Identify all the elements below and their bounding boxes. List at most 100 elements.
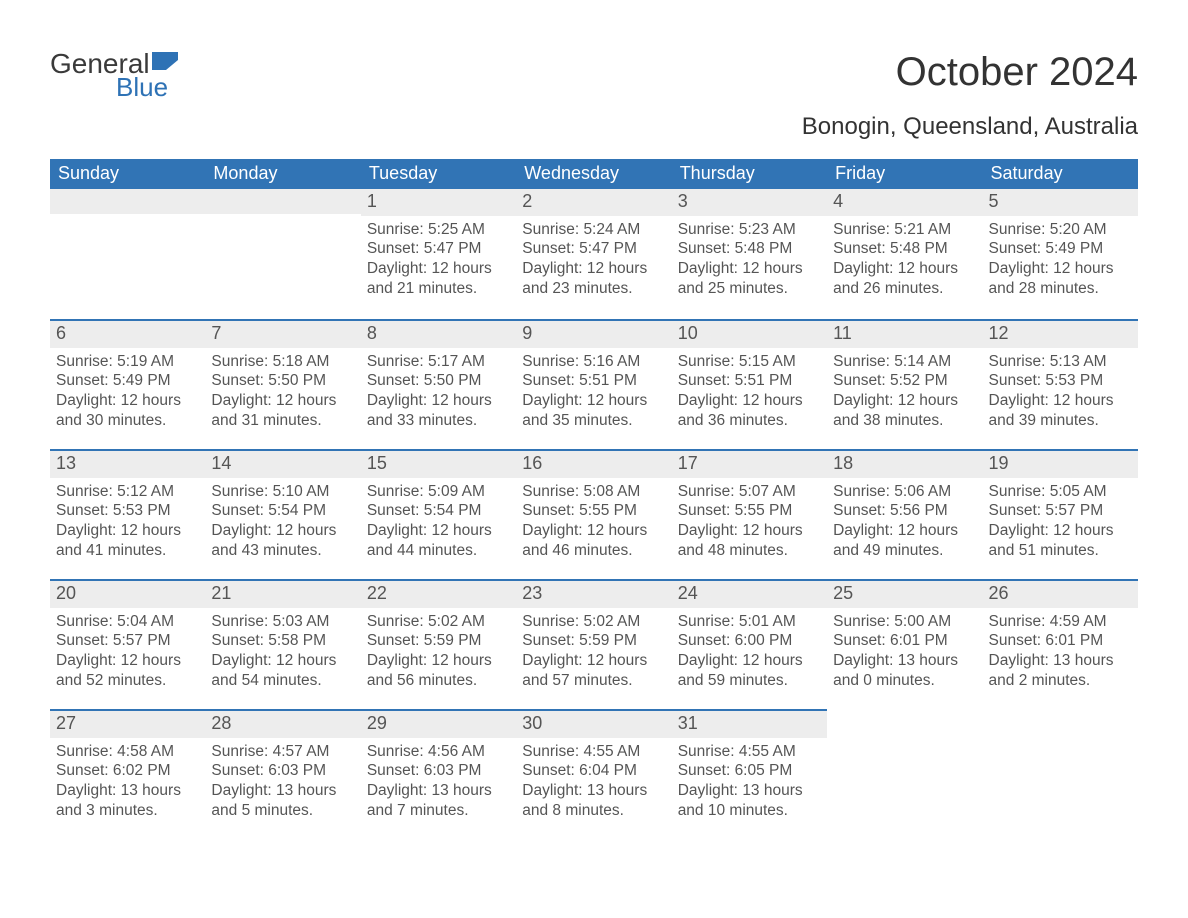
daylight-line: Daylight: 12 hours and 48 minutes.: [678, 521, 821, 561]
sunrise-label: Sunrise:: [522, 483, 583, 500]
day-body: Sunrise: 5:19 AMSunset: 5:49 PMDaylight:…: [50, 348, 205, 435]
sunset-line: Sunset: 5:48 PM: [678, 239, 821, 259]
daylight-line: Daylight: 13 hours and 5 minutes.: [211, 781, 354, 821]
day-number: 20: [50, 579, 205, 608]
sunset-label: Sunset:: [367, 372, 424, 389]
sunrise-label: Sunrise:: [367, 221, 428, 238]
sunrise-label: Sunrise:: [833, 353, 894, 370]
sunset-value: 6:03 PM: [268, 762, 326, 779]
sunrise-value: 5:13 AM: [1050, 353, 1107, 370]
calendar-day-cell: 12 Sunrise: 5:13 AMSunset: 5:53 PM Dayligh…: [983, 319, 1138, 449]
sunrise-label: Sunrise:: [522, 353, 583, 370]
day-number: [205, 189, 360, 214]
daylight-line: Daylight: 12 hours and 23 minutes.: [522, 259, 665, 299]
sunrise-value: 4:55 AM: [583, 743, 640, 760]
sunrise-line: Sunrise: 5:15 AM: [678, 352, 821, 372]
day-number: 27: [50, 709, 205, 738]
sunrise-line: Sunrise: 5:03 AM: [211, 612, 354, 632]
daylight-line: Daylight: 12 hours and 46 minutes.: [522, 521, 665, 561]
sunrise-value: 5:16 AM: [583, 353, 640, 370]
day-number: 8: [361, 319, 516, 348]
day-number: 3: [672, 189, 827, 216]
day-number: 26: [983, 579, 1138, 608]
day-body: Sunrise: 5:15 AMSunset: 5:51 PMDaylight:…: [672, 348, 827, 435]
calendar-day-cell: 22Sunrise: 5:02 AMSunset: 5:59 PMDayligh…: [361, 579, 516, 709]
day-number: 22: [361, 579, 516, 608]
calendar-day-cell: 30Sunrise: 4:55 AMSunset: 6:04 PMDayligh…: [516, 709, 671, 839]
sunrise-line: Sunrise: 5:05 AM: [989, 482, 1132, 502]
sunrise-line: Sunrise: 5:21 AM: [833, 220, 976, 240]
daylight-label: Daylight:: [522, 522, 587, 539]
sunset-value: 5:58 PM: [268, 632, 326, 649]
sunset-line: Sunset: 6:00 PM: [678, 631, 821, 651]
sunrise-label: Sunrise:: [367, 483, 428, 500]
sunrise-line: Sunrise: 5:08 AM: [522, 482, 665, 502]
calendar-day-cell: 5Sunrise: 5:20 AMSunset: 5:49 PMDaylight…: [983, 189, 1138, 319]
sunrise-line: Sunrise: 5:07 AM: [678, 482, 821, 502]
daylight-line: Daylight: 12 hours and 57 minutes.: [522, 651, 665, 691]
sunrise-line: Sunrise: 5:06 AM: [833, 482, 976, 502]
sunrise-line: Sunrise: 4:55 AM: [522, 742, 665, 762]
sunset-line: Sunset: 5:54 PM: [367, 501, 510, 521]
daylight-line: Daylight: 12 hours and 56 minutes.: [367, 651, 510, 691]
sunset-label: Sunset:: [678, 372, 735, 389]
sunrise-line: Sunrise: 5:12 AM: [56, 482, 199, 502]
daylight-label: Daylight:: [211, 652, 276, 669]
calendar-day-cell: 11Sunrise: 5:14 AMSunset: 5:52 PMDayligh…: [827, 319, 982, 449]
sunrise-line: Sunrise: 5:13 AM: [989, 352, 1132, 372]
sunset-value: 5:53 PM: [1045, 372, 1103, 389]
daylight-label: Daylight:: [678, 260, 743, 277]
sunrise-line: Sunrise: 5:19 AM: [56, 352, 199, 372]
sunset-value: 5:51 PM: [579, 372, 637, 389]
sunrise-value: 5:08 AM: [583, 483, 640, 500]
sunrise-label: Sunrise:: [678, 743, 739, 760]
daylight-label: Daylight:: [678, 392, 743, 409]
sunset-value: 5:52 PM: [890, 372, 948, 389]
dayheader-fri: Friday: [827, 159, 982, 189]
sunrise-value: 5:20 AM: [1050, 221, 1107, 238]
day-number: 19: [983, 449, 1138, 478]
daylight-line: Daylight: 12 hours and 28 minutes.: [989, 259, 1132, 299]
daylight-label: Daylight:: [56, 392, 121, 409]
day-number: 13: [50, 449, 205, 478]
day-body: Sunrise: 4:55 AMSunset: 6:04 PMDaylight:…: [516, 738, 671, 825]
sunset-value: 5:55 PM: [579, 502, 637, 519]
day-number: 12: [983, 319, 1138, 348]
sunrise-label: Sunrise:: [678, 483, 739, 500]
sunrise-label: Sunrise:: [367, 613, 428, 630]
sunrise-value: 5:25 AM: [428, 221, 485, 238]
sunset-label: Sunset:: [989, 632, 1046, 649]
calendar-day-cell: 19Sunrise: 5:05 AMSunset: 5:57 PMDayligh…: [983, 449, 1138, 579]
sunrise-label: Sunrise:: [56, 613, 117, 630]
sunset-label: Sunset:: [989, 372, 1046, 389]
calendar-day-cell: 29Sunrise: 4:56 AMSunset: 6:03 PMDayligh…: [361, 709, 516, 839]
daylight-label: Daylight:: [367, 392, 432, 409]
sunset-value: 5:48 PM: [890, 240, 948, 257]
sunrise-label: Sunrise:: [56, 483, 117, 500]
day-body: Sunrise: 5:02 AMSunset: 5:59 PMDaylight:…: [361, 608, 516, 695]
sunrise-label: Sunrise:: [678, 353, 739, 370]
sunset-label: Sunset:: [56, 502, 113, 519]
sunset-label: Sunset:: [56, 372, 113, 389]
daylight-line: Daylight: 13 hours and 2 minutes.: [989, 651, 1132, 691]
daylight-line: Daylight: 12 hours and 54 minutes.: [211, 651, 354, 691]
sunset-line: Sunset: 5:57 PM: [56, 631, 199, 651]
day-number: 15: [361, 449, 516, 478]
sunset-label: Sunset:: [522, 372, 579, 389]
sunset-line: Sunset: 6:03 PM: [367, 761, 510, 781]
daylight-line: Daylight: 12 hours and 39 minutes.: [989, 391, 1132, 431]
sunrise-value: 4:57 AM: [273, 743, 330, 760]
sunrise-value: 4:55 AM: [739, 743, 796, 760]
sunset-value: 5:57 PM: [113, 632, 171, 649]
dayheader-tue: Tuesday: [361, 159, 516, 189]
sunset-label: Sunset:: [833, 240, 890, 257]
sunrise-value: 5:00 AM: [894, 613, 951, 630]
calendar-day-cell: 6Sunrise: 5:19 AMSunset: 5:49 PMDaylight…: [50, 319, 205, 449]
daylight-line: Daylight: 13 hours and 8 minutes.: [522, 781, 665, 821]
day-body: Sunrise: 5:17 AMSunset: 5:50 PMDaylight:…: [361, 348, 516, 435]
day-body: Sunrise: 5:07 AMSunset: 5:55 PMDaylight:…: [672, 478, 827, 565]
sunset-label: Sunset:: [56, 762, 113, 779]
sunrise-line: Sunrise: 5:02 AM: [522, 612, 665, 632]
day-number: 9: [516, 319, 671, 348]
day-body: Sunrise: 5:14 AMSunset: 5:52 PMDaylight:…: [827, 348, 982, 435]
